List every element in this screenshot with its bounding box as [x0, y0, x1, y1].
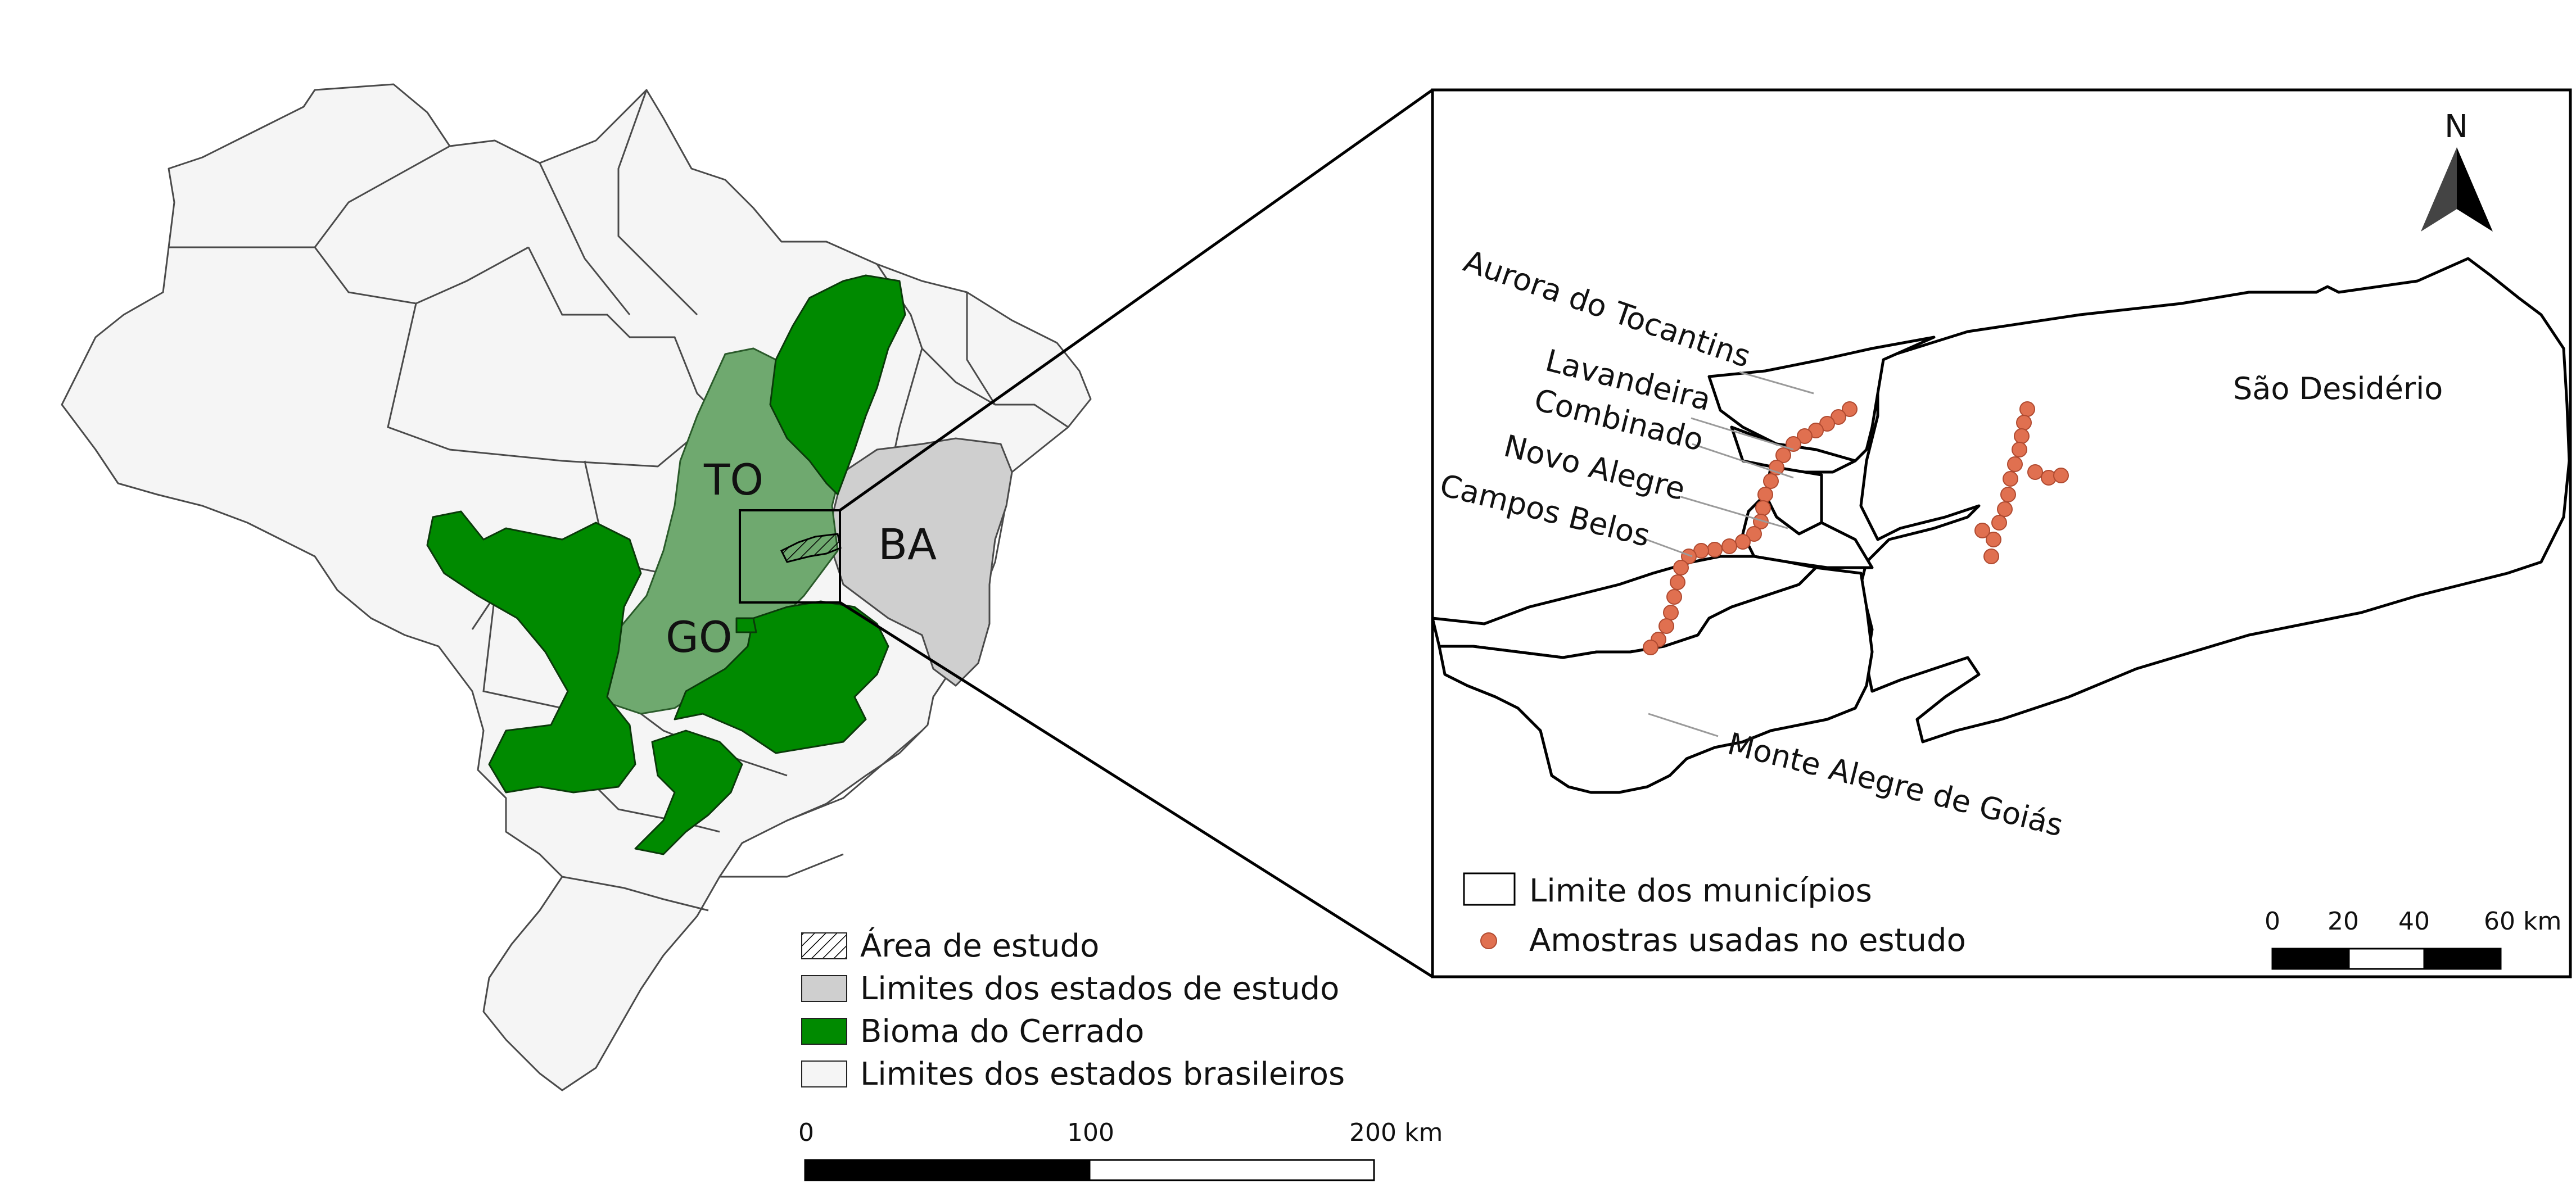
sample-point [1746, 526, 1762, 542]
sample-point [2007, 456, 2023, 472]
muni-label-sao-desiderio: São Desidério [2233, 371, 2443, 406]
state-label-ba: BA [878, 519, 937, 569]
legend-dot-samples [1480, 932, 1497, 949]
leader-combinado [1692, 443, 1794, 479]
sample-point [1681, 549, 1697, 564]
muni-monte-alegre [1438, 566, 1874, 794]
sample-point [2014, 428, 2030, 444]
legend-label-samples: Amostras usadas no estudo [1529, 922, 1966, 959]
inset-scale-seg-2 [2348, 948, 2425, 970]
legend-label-municipality: Limite dos municípios [1529, 873, 1872, 909]
scale-tick-0: 0 [798, 1118, 814, 1147]
connector-top [839, 88, 1434, 512]
sample-point [1666, 589, 1682, 605]
leader-aurora [1739, 371, 1814, 395]
sample-point [2027, 464, 2043, 480]
sample-point [2016, 415, 2032, 430]
legend-label-brazil-states: Limites dos estados brasileiros [860, 1056, 1345, 1093]
muni-novo-alegre [1741, 493, 1874, 569]
overview-legend: Área de estudo Limites dos estados de es… [801, 928, 1345, 1093]
legend-swatch-study-states [801, 975, 847, 1002]
state-label-to: TO [703, 455, 763, 505]
legend-swatch-municipality [1463, 872, 1516, 906]
inset-scale-seg-1 [2271, 948, 2350, 970]
legend-label-cerrado: Bioma do Cerrado [860, 1013, 1144, 1050]
sample-point [1673, 560, 1689, 575]
sample-point [1663, 605, 1679, 620]
inset-scale-bar: 0 20 40 60 km [2265, 907, 2561, 970]
inset-legend: Limite dos municípios Amostras usadas no… [1463, 872, 1966, 959]
scale-tick-100: 100 [1067, 1118, 1114, 1147]
scale-segment-white [1088, 1159, 1375, 1181]
sample-point [1735, 534, 1751, 550]
inset-scale-tick-60: 60 km [2484, 907, 2561, 936]
muni-aurora [1707, 336, 1936, 463]
sample-point [2000, 487, 2016, 502]
sample-point [1753, 514, 1769, 529]
sample-point [1658, 618, 1674, 634]
sample-point [2012, 442, 2027, 457]
legend-swatch-brazil-states [801, 1060, 847, 1087]
sample-point [2003, 471, 2018, 487]
state-label-go: GO [666, 612, 733, 662]
sample-point [2053, 468, 2069, 483]
sample-point [1707, 542, 1723, 558]
state-ba [831, 437, 1013, 687]
sample-points [1643, 401, 2069, 655]
sample-point [2019, 401, 2035, 417]
inset-scale-tick-0: 0 [2265, 907, 2280, 936]
leader-lavandeira [1691, 417, 1794, 451]
sample-point [1986, 532, 2001, 547]
north-arrow-label: N [2444, 108, 2468, 145]
connector-bottom [839, 601, 1434, 978]
legend-swatch-cerrado [801, 1018, 847, 1045]
scale-segment-black [804, 1159, 1091, 1181]
sample-point [1842, 401, 1858, 417]
sample-point [1721, 538, 1737, 554]
sample-point [1763, 473, 1779, 489]
overview-scale-bar: 0 100 200 km [798, 1118, 1443, 1181]
cerrado-north [769, 274, 906, 496]
sample-point [1983, 549, 1999, 564]
inset-scale-tick-40: 40 [2398, 907, 2430, 936]
sample-point [1643, 640, 1658, 655]
north-arrow-icon-left [2421, 147, 2457, 232]
sample-point [1797, 428, 1813, 444]
cerrado-west [426, 510, 642, 794]
legend-label-study-states: Limites dos estados de estudo [860, 971, 1339, 1007]
legend-swatch-study-area [801, 932, 847, 959]
leader-monte-alegre [1648, 713, 1719, 737]
label-leaders [1637, 371, 1814, 737]
sample-point [1755, 500, 1771, 516]
inset-scale-seg-3 [2423, 948, 2502, 970]
inset-scale-tick-20: 20 [2328, 907, 2359, 936]
sample-point [1775, 447, 1791, 463]
sample-point [1991, 515, 2007, 531]
sample-point [1974, 523, 1990, 538]
sample-point [1757, 487, 1773, 502]
scale-tick-200: 200 km [1349, 1118, 1443, 1147]
locator-box [739, 509, 841, 604]
cerrado-south [634, 729, 743, 855]
cerrado-east [674, 600, 889, 754]
sample-point [1670, 574, 1685, 590]
leader-novo-alegre [1680, 496, 1788, 529]
north-arrow-icon-right [2457, 147, 2493, 232]
cerrado-small-go [735, 617, 757, 633]
muni-sao-desiderio [1859, 257, 2571, 744]
leader-campos-belos [1637, 535, 1693, 558]
legend-label-study-area: Área de estudo [860, 928, 1099, 964]
inset-map: N [1431, 88, 2572, 978]
sample-point [1997, 501, 2013, 517]
overview-map: TO BA GO [61, 83, 1092, 1091]
